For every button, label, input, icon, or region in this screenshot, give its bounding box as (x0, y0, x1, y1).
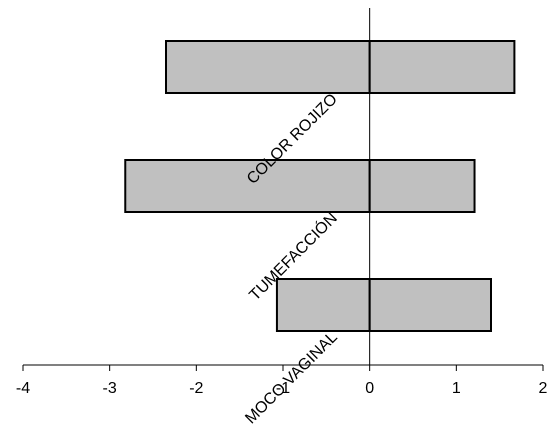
x-tick-label: -4 (16, 380, 30, 397)
x-tick-label: -1 (276, 380, 290, 397)
x-tick-label: -3 (103, 380, 117, 397)
x-tick-label: 0 (365, 380, 374, 397)
bars-group (124, 40, 516, 332)
bar-negative-0 (165, 40, 371, 94)
bar-negative-1 (124, 159, 371, 213)
x-tick-label: 2 (539, 380, 547, 397)
x-tick-label: -2 (189, 380, 203, 397)
x-tick-label: 1 (452, 380, 461, 397)
bar-positive-0 (368, 40, 516, 94)
bar-positive-1 (368, 159, 476, 213)
category-label: MOCO VAGINAL (242, 329, 341, 428)
bar-positive-2 (368, 278, 492, 332)
bar-negative-2 (275, 278, 371, 332)
x-axis-ticks: -4 -3 -2 -1 0 1 2 (16, 365, 547, 397)
